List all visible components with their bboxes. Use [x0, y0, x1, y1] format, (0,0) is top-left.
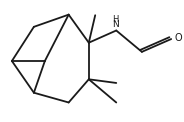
Text: H: H [112, 15, 118, 24]
Text: O: O [174, 33, 182, 43]
Text: N: N [112, 20, 119, 29]
